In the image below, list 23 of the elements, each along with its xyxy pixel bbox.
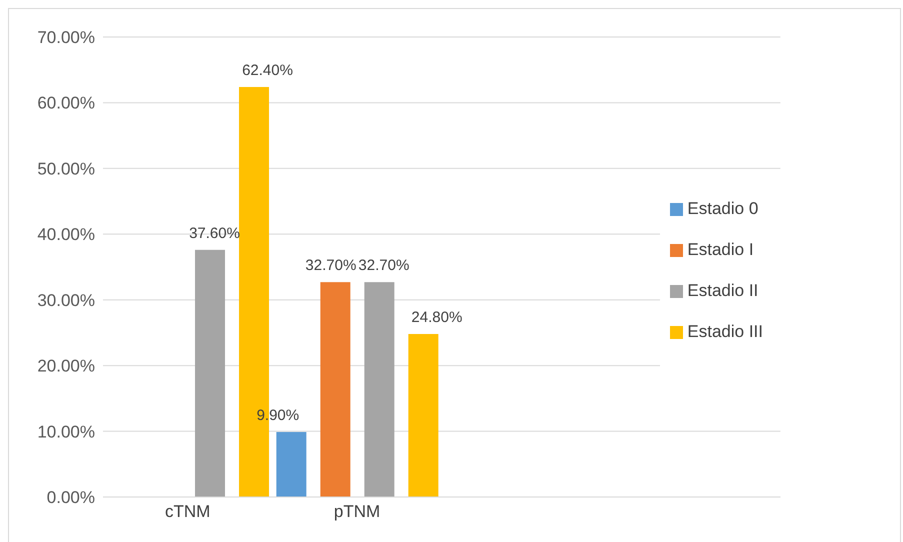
bar [408,334,438,497]
bar [195,250,225,497]
y-tick-label: 40.00% [37,225,95,244]
data-label: 62.40% [242,62,293,79]
y-tick-label: 20.00% [37,356,95,376]
y-tick-label: 60.00% [37,94,95,113]
y-tick-label: 0.00% [46,488,95,508]
y-tick-label: 50.00% [37,159,95,178]
legend-label: Estadio III [687,322,763,341]
data-label: 32.70% [305,257,356,274]
legend-label: Estadio II [687,281,758,300]
y-tick-label: 70.00% [37,28,95,48]
legend-label: Estadio 0 [687,199,758,218]
data-label: 24.80% [411,309,462,326]
x-tick-label: cTNM [165,502,210,522]
y-tick-label: 30.00% [37,290,95,310]
bar [364,282,394,497]
bar [276,432,306,497]
y-tick-label: 10.00% [37,422,95,442]
data-label: 32.70% [358,257,410,274]
x-tick-label: pTNM [334,502,380,522]
bar [320,282,350,497]
legend-label: Estadio I [687,240,754,259]
